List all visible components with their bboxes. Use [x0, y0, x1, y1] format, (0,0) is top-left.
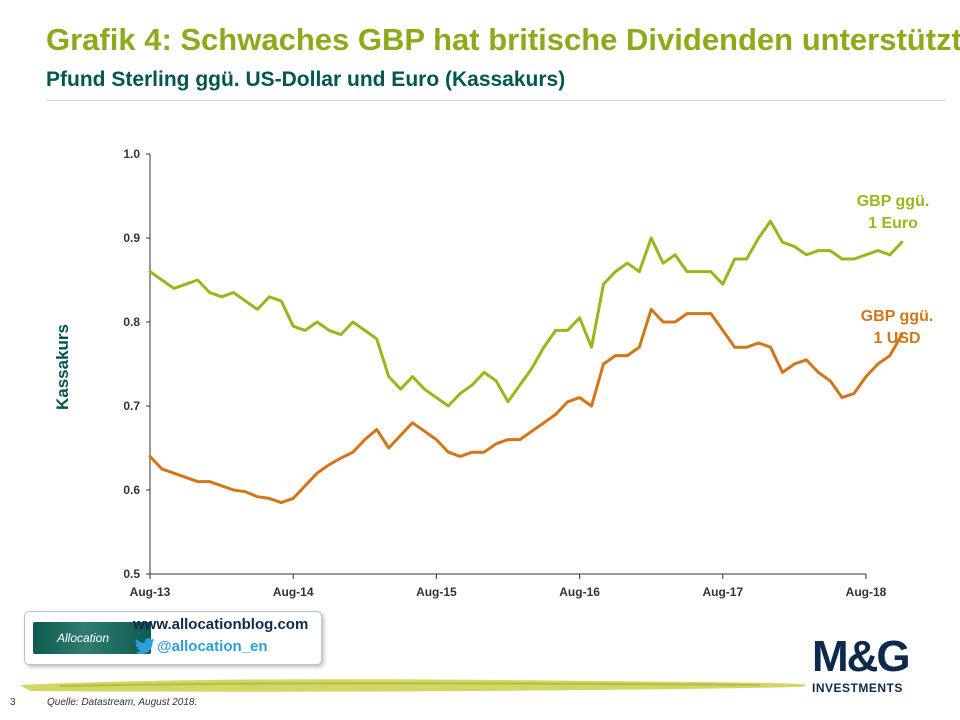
x-tick-label: Aug-17 — [702, 585, 743, 599]
page-number: 3 — [10, 697, 16, 708]
y-tick-label: 0.6 — [123, 483, 140, 497]
y-tick-label: 1.0 — [123, 147, 140, 161]
page-title: Grafik 4: Schwaches GBP hat britische Di… — [46, 22, 960, 57]
allocation-logo-text: Allocation — [57, 631, 110, 645]
series-label: GBP ggü. 1 Euro — [857, 193, 930, 232]
y-axis-label: Kassakurs — [53, 324, 72, 410]
x-tick-label: Aug-15 — [416, 585, 457, 599]
fx-line-chart: 0.5 0.6 0.7 0.8 0.9 1.0 Aug-13 Aug-14 Aug-15 Aug-… — [53, 147, 934, 599]
series-label-line: GBP ggü. — [857, 193, 930, 210]
mg-investments-logo: M&G INVESTMENTS — [812, 632, 932, 696]
series-label-line: 1 USD — [873, 330, 920, 347]
blog-url-link[interactable]: www.allocationblog.com — [133, 616, 309, 633]
x-tick-label: Aug-14 — [273, 585, 314, 599]
y-tick-label: 0.5 — [123, 567, 140, 581]
brand-subtitle: INVESTMENTS — [812, 681, 903, 695]
x-tick-label: Aug-18 — [846, 585, 887, 599]
y-tick-label: 0.9 — [123, 231, 140, 245]
y-tick-label: 0.8 — [123, 315, 140, 329]
series-line-gbp-usd — [148, 307, 904, 505]
header-divider — [46, 100, 946, 101]
chart-series: GBP ggü. 1 Euro GBP ggü. 1 USD — [148, 193, 934, 505]
series-line-gbp-euro — [148, 219, 904, 408]
series-label: GBP ggü. 1 USD — [861, 308, 934, 347]
chart-axes: 0.5 0.6 0.7 0.8 0.9 1.0 Aug-13 Aug-14 Aug-15 Aug-… — [123, 147, 886, 599]
brand-name: M&G — [812, 632, 911, 681]
y-tick-label: 0.7 — [123, 399, 140, 413]
series-label-line: GBP ggü. — [861, 308, 934, 325]
page-subtitle: Pfund Sterling ggü. US-Dollar und Euro (… — [46, 68, 566, 91]
allocation-logo: Allocation — [33, 622, 151, 654]
footer-brush-stroke — [20, 679, 807, 692]
social-links-box: Allocation www.allocationblog.com @alloc… — [24, 611, 322, 665]
x-tick-label: Aug-13 — [130, 585, 171, 599]
twitter-bird-icon — [135, 638, 155, 655]
twitter-handle-link[interactable]: @allocation_en — [157, 638, 268, 655]
x-tick-label: Aug-16 — [559, 585, 600, 599]
source-note: Quelle: Datastream, August 2018. — [47, 697, 198, 708]
series-label-line: 1 Euro — [868, 215, 918, 232]
